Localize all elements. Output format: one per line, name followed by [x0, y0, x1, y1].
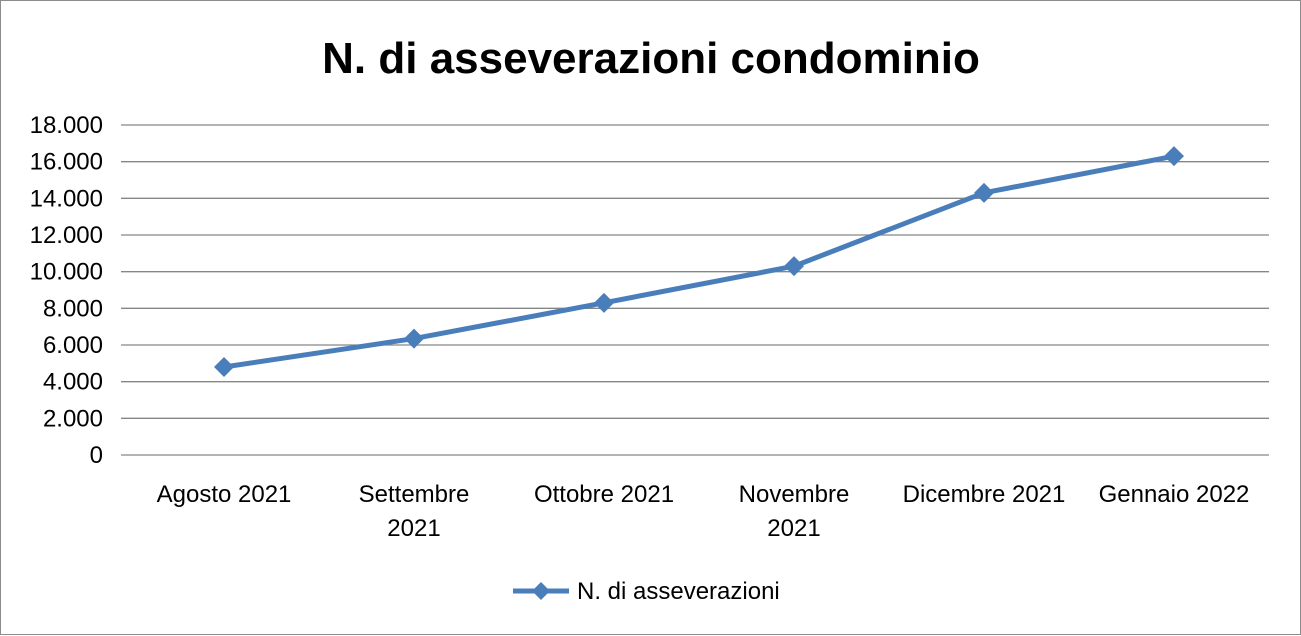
x-tick-label: Agosto 2021 — [157, 481, 292, 508]
legend-marker-swatch — [532, 582, 550, 600]
x-tick-label: Ottobre 2021 — [534, 481, 674, 508]
data-point-marker — [974, 182, 994, 203]
x-tick-label: Novembre 2021 — [739, 481, 850, 542]
x-tick-label: Dicembre 2021 — [903, 481, 1066, 508]
x-tick-label: Gennaio 2022 — [1099, 481, 1250, 508]
series-line — [223, 153, 1175, 370]
gridlines — [121, 124, 1269, 456]
x-tick-label: Settembre 2021 — [359, 481, 470, 542]
y-tick-label: 16.000 — [30, 149, 103, 176]
y-axis-ticks: 0 2.000 4.000 6.000 8.000 10.000 12.000 14.000 1… — [30, 112, 103, 469]
legend: N. di asseverazioni — [513, 578, 780, 605]
y-tick-label: 12.000 — [30, 222, 103, 249]
data-point-marker — [404, 328, 424, 349]
y-tick-label: 6.000 — [43, 332, 103, 359]
y-tick-label: 8.000 — [43, 295, 103, 322]
y-tick-label: 2.000 — [43, 405, 103, 432]
y-tick-label: 4.000 — [43, 369, 103, 396]
data-point-marker — [1164, 146, 1184, 167]
data-point-marker — [594, 292, 614, 313]
y-tick-label: 18.000 — [30, 112, 103, 139]
data-point-marker — [214, 357, 234, 377]
data-point-marker — [784, 256, 804, 277]
y-tick-label: 14.000 — [30, 185, 103, 212]
series-layer — [214, 146, 1184, 377]
legend-label: N. di asseverazioni — [577, 578, 780, 605]
chart-title: N. di asseverazioni condominio — [322, 34, 980, 83]
y-tick-label: 10.000 — [30, 259, 103, 286]
x-axis-ticks: Agosto 2021 Settembre 2021 Ottobre 2021 Nove… — [157, 481, 1250, 542]
y-tick-label: 0 — [90, 442, 103, 469]
